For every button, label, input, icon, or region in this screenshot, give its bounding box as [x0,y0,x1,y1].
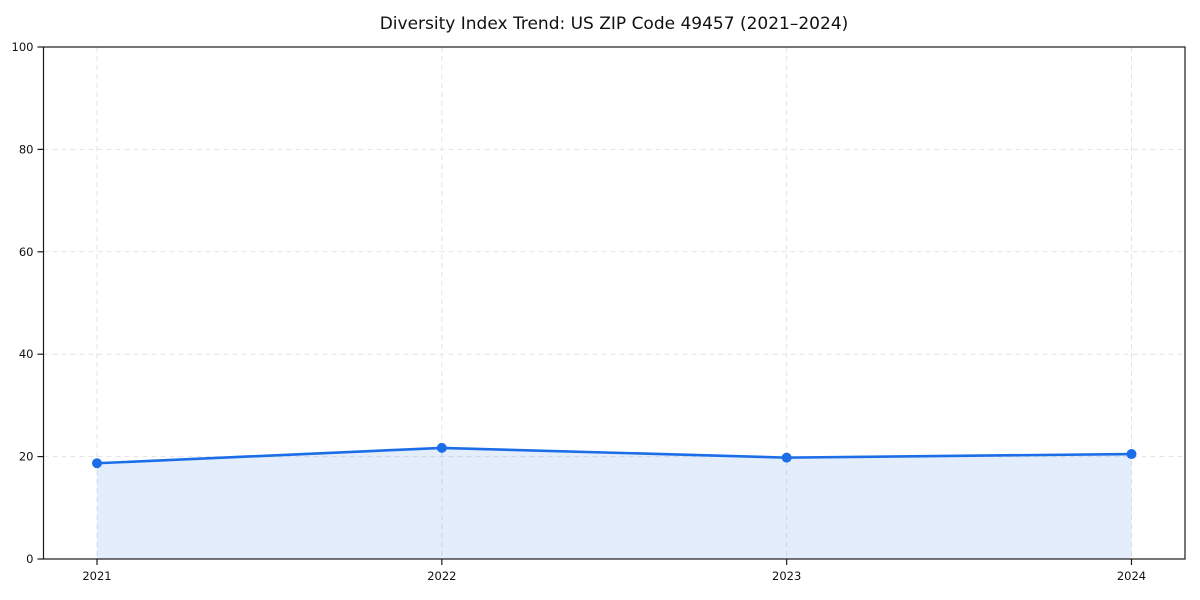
x-axis-tick-label: 2024 [1117,569,1146,583]
area-fill [97,447,1132,559]
y-axis-tick-label: 0 [26,552,33,566]
y-axis-tick-label: 80 [19,142,34,156]
x-axis-tick-label: 2023 [772,569,801,583]
data-point-marker [1126,449,1137,460]
y-axis-tick-label: 60 [19,245,34,259]
data-point-marker [92,458,102,469]
data-point-marker [436,442,447,453]
x-axis-tick-label: 2021 [82,569,111,583]
line-series [95,446,1133,465]
y-axis-tick-label: 100 [12,40,34,54]
y-axis-tick-label: 40 [19,347,34,361]
plot-border [42,46,1186,560]
chart-title: Diversity Index Trend: US ZIP Code 49457… [379,14,849,34]
y-axis-tick-label: 20 [19,450,34,464]
x-axis-tick-label: 2022 [427,569,456,583]
data-point-marker [781,452,792,463]
